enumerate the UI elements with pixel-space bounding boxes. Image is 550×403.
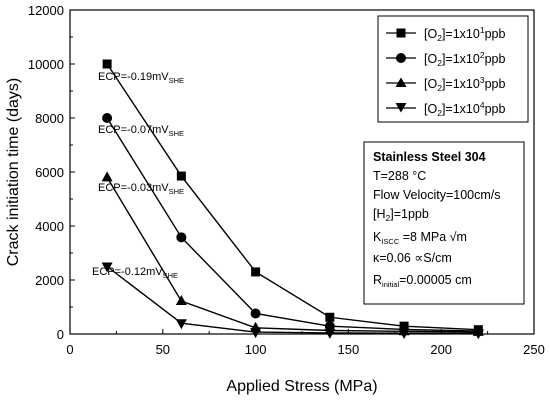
data-point-circle bbox=[176, 232, 187, 243]
data-point-square bbox=[325, 312, 335, 322]
ecp-annotation-2: ECP=-0.07mVSHE bbox=[98, 124, 184, 138]
series-line-4 bbox=[106, 265, 479, 334]
legend-item-2: [O2]=1x102ppb bbox=[386, 50, 505, 68]
y-tick-label: 4000 bbox=[35, 219, 64, 234]
data-point-triangle-down bbox=[472, 329, 484, 340]
y-tick-label: 12000 bbox=[28, 3, 64, 18]
ecp-annotation-4: ECP=-0.12mVSHE bbox=[92, 266, 178, 280]
info-box-temperature: T=288 °C bbox=[373, 169, 426, 183]
legend-item-3: [O2]=1x103ppb bbox=[386, 75, 505, 93]
data-point-triangle-down bbox=[398, 329, 410, 340]
legend: [O2]=1x101ppb [O2]=1x102ppb [O2]=1x103pp… bbox=[377, 15, 529, 123]
info-box-title: Stainless Steel 304 bbox=[373, 150, 486, 164]
x-tick-label: 100 bbox=[245, 342, 267, 357]
data-point-triangle-down bbox=[250, 328, 262, 339]
y-axis-ticks: 0 2000 4000 6000 8000 10000 12000 bbox=[28, 3, 75, 342]
y-tick-label: 10000 bbox=[28, 57, 64, 72]
legend-marker-triangle-down bbox=[395, 103, 407, 113]
series-line-1 bbox=[106, 63, 479, 331]
ecp-annotations: ECP=-0.19mVSHE ECP=-0.07mVSHE ECP=-0.03m… bbox=[92, 71, 184, 280]
legend-label-2: [O2]=1x102ppb bbox=[424, 50, 505, 68]
x-axis-title: Applied Stress (MPa) bbox=[226, 378, 377, 395]
ecp-annotation-3: ECP=-0.03mVSHE bbox=[98, 182, 184, 196]
data-point-square bbox=[102, 59, 112, 69]
legend-item-4: [O2]=1x104ppb bbox=[386, 100, 505, 118]
y-tick-label: 2000 bbox=[35, 273, 64, 288]
info-box-frame bbox=[363, 141, 525, 305]
info-box-flow: Flow Velocity=100cm/s bbox=[373, 188, 500, 202]
legend-marker-square bbox=[396, 28, 406, 38]
info-box: Stainless Steel 304 T=288 °C Flow Veloci… bbox=[363, 141, 525, 305]
legend-marker-triangle-up bbox=[395, 77, 407, 87]
data-point-triangle-down bbox=[101, 262, 113, 273]
series-lines bbox=[106, 63, 479, 334]
ecp-annotation-1: ECP=-0.19mVSHE bbox=[98, 71, 184, 85]
data-point-triangle-up bbox=[101, 171, 113, 182]
info-box-kappa: κ=0.06 ∝S/cm bbox=[373, 251, 452, 265]
x-tick-label: 250 bbox=[523, 342, 545, 357]
legend-label-4: [O2]=1x104ppb bbox=[424, 100, 505, 118]
y-axis-title: Crack initiation time (days) bbox=[5, 78, 22, 267]
y-tick-label: 0 bbox=[57, 327, 64, 342]
data-point-circle bbox=[102, 113, 113, 123]
y-tick-label: 8000 bbox=[35, 111, 64, 126]
series-markers bbox=[101, 59, 484, 340]
x-tick-label: 150 bbox=[338, 342, 360, 357]
data-point-circle bbox=[250, 308, 261, 319]
legend-label-3: [O2]=1x103ppb bbox=[424, 75, 505, 93]
legend-label-1: [O2]=1x101ppb bbox=[424, 25, 505, 43]
x-tick-label: 0 bbox=[66, 342, 73, 357]
series-line-2 bbox=[106, 117, 479, 332]
legend-marker-circle bbox=[396, 53, 406, 63]
x-axis-ticks: 0 50 100 150 200 250 bbox=[66, 329, 545, 357]
info-box-kiscc: KISCC =8 MPa √m bbox=[373, 230, 467, 246]
data-point-triangle-down bbox=[324, 328, 336, 339]
data-point-square bbox=[251, 267, 261, 277]
info-box-hydrogen: [H2]=1ppb bbox=[373, 207, 429, 223]
info-box-rinitial: Rinitial=0.00005 cm bbox=[373, 273, 472, 289]
data-point-triangle-down bbox=[175, 319, 187, 330]
y-tick-label: 6000 bbox=[35, 165, 64, 180]
x-tick-label: 200 bbox=[430, 342, 452, 357]
series-line-3 bbox=[106, 177, 479, 333]
data-point-square bbox=[176, 171, 186, 181]
data-point-triangle-up bbox=[175, 295, 187, 306]
x-tick-label: 50 bbox=[156, 342, 170, 357]
legend-item-1: [O2]=1x101ppb bbox=[386, 25, 505, 43]
